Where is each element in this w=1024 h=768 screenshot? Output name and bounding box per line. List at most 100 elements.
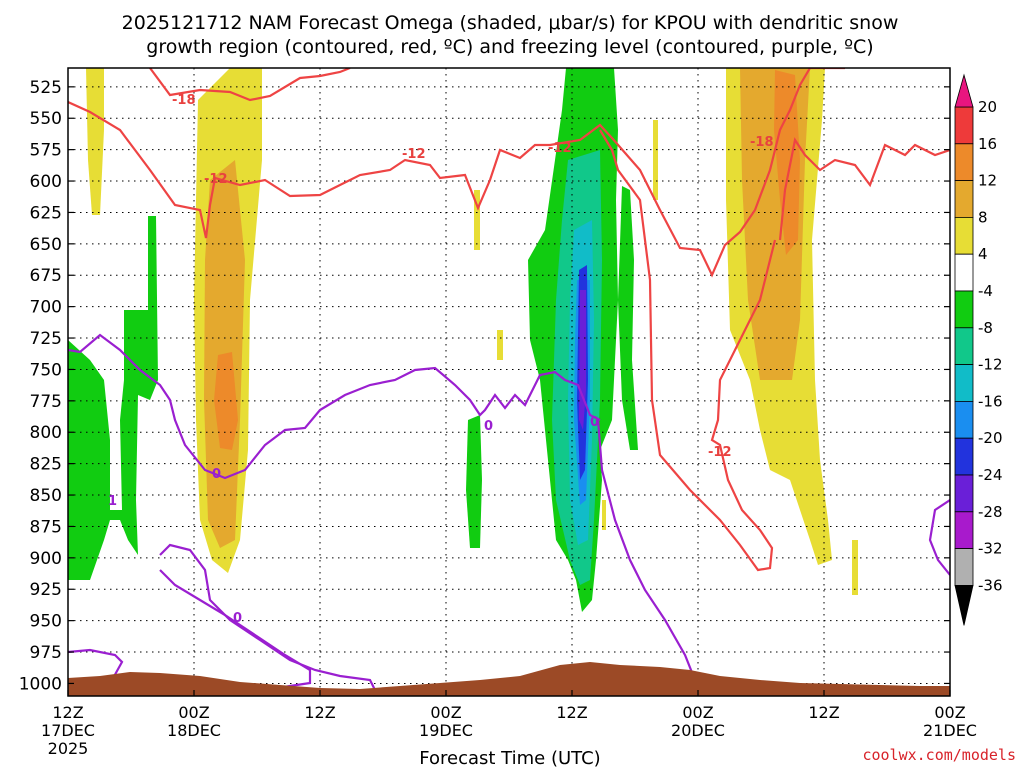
y-tick-label: 650 [30,235,62,255]
y-tick-label: 950 [30,612,62,632]
colorbar-segment [954,511,974,549]
y-tick-label: 700 [30,298,62,318]
colorbar-segment [954,327,974,365]
purple-label-1: 0 [212,467,221,482]
purple-contour-bottom-left [68,648,124,681]
red-label-5: -18 [750,135,774,150]
y-tick-label: 900 [30,549,62,569]
x-tick-label-date: 18DEC [167,721,221,740]
colorbar-segment [954,437,974,476]
contour-labels: -18 -12 -12 -12 -18 -12 0 0 0 0 1 [108,93,774,626]
omega-streak-3 [653,120,658,200]
y-tick-label: 525 [30,78,62,98]
x-axis-label: Forecast Time (UTC) [419,748,600,768]
y-tick-label: 875 [30,517,62,537]
colorbar-label: -28 [978,503,1003,521]
colorbar-label: -8 [978,319,993,337]
grid [68,68,950,696]
surface-terrain [68,662,950,696]
colorbar-segment [954,548,974,586]
x-tick-label-time: 12Z [304,703,335,722]
purple-label-4: 0 [590,415,599,430]
red-label-4: -12 [548,141,572,156]
omega-down-small [466,415,482,548]
x-tick-label-date: 19DEC [419,721,473,740]
y-tick-label: 675 [30,266,62,286]
x-tick-label-date: 21DEC [923,721,977,740]
omega-patch-topleft [86,68,104,215]
colorbar-segment [954,400,974,439]
omega-shading [68,68,858,612]
x-tick-label-time: 00Z [430,703,461,722]
red-label-2: -12 [204,172,228,187]
y-tick-label: 625 [30,203,62,223]
y-tick-label: 600 [30,172,62,192]
credit-text: coolwx.com/models [862,746,1016,764]
y-tick-label: 725 [30,329,62,349]
red-contour-top-left [149,68,351,102]
red-contour-upper [68,68,845,278]
colorbar-segment [954,143,974,182]
chart-title-line1: 2025121712 NAM Forecast Omega (shaded, μ… [122,12,899,34]
red-contour-right-top [778,137,950,241]
omega-streak-5 [602,500,606,530]
colorbar-label: 12 [978,172,997,190]
red-label-1: -18 [172,93,196,108]
purple-contour-right [928,499,950,576]
y-tick-label: 825 [30,455,62,475]
colorbar-label: -32 [978,540,1003,558]
x-tick-label-year: 2025 [48,739,89,758]
purple-label-3: 0 [233,611,242,626]
colorbar-label: 16 [978,135,997,153]
omega-down-main-purple [579,290,586,430]
colorbar-label: -16 [978,392,1003,410]
x-tick-label-time: 00Z [178,703,209,722]
colorbar-segment [954,106,974,145]
colorbar-top-arrow [954,73,974,108]
colorbar-label: -36 [978,576,1003,594]
purple-contour-left [68,333,601,480]
red-label-6: -12 [708,445,732,460]
colorbar-segment [954,364,974,402]
x-tick-label-date: 20DEC [671,721,725,740]
purple-contour-bottom [159,543,377,695]
colorbar-segment [954,180,974,218]
y-tick-label: 775 [30,392,62,412]
purple-contour-bottom-2 [159,569,312,692]
colorbar-label: -24 [978,466,1003,484]
omega-streak-2 [497,330,503,360]
omega-column-up-1-orange [214,352,238,450]
omega-down-left [68,216,158,580]
purple-label-5: 1 [108,494,117,509]
x-tick-label-date: 17DEC [41,721,95,740]
omega-streak-4 [852,540,858,595]
purple-label-2: 0 [484,419,493,434]
x-tick-label-time: 12Z [52,703,83,722]
x-tick-label-time: 00Z [934,703,965,722]
red-label-3: -12 [402,147,426,162]
contours [68,68,950,696]
colorbar-segment [954,474,974,513]
colorbar-label: 20 [978,98,997,116]
y-tick-label: 850 [30,486,62,506]
y-tick-label: 550 [30,109,62,129]
x-tick-label-time: 12Z [808,703,839,722]
y-tick-label: 800 [30,423,62,443]
plot-frame [67,67,951,697]
colorbar-label: 4 [978,245,988,263]
colorbar-segment [954,253,974,292]
x-tick-label-time: 12Z [556,703,587,722]
omega-down-side-green [618,186,638,450]
colorbar-label: -12 [978,356,1003,374]
y-tick-label: 750 [30,360,62,380]
x-tick-label-time: 00Z [682,703,713,722]
colorbar-segment [954,290,974,329]
colorbar-label: -20 [978,429,1003,447]
y-tick-label: 975 [30,643,62,663]
y-tick-label: 575 [30,141,62,161]
colorbar: 20 16 12 8 4 -4 -8 -12 -16 -20 -24 -28 -32 -36 [954,73,1003,626]
y-axis: 525 550 575 600 625 650 675 700 725 750 775 800 825 8… [19,78,950,694]
red-contour-mid [599,129,777,572]
